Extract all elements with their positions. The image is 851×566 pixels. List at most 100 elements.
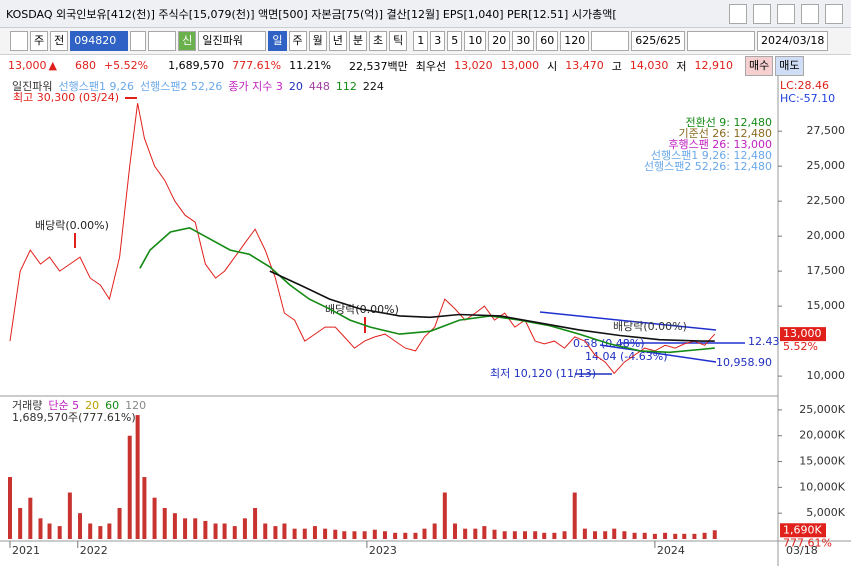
volume-bar: [673, 533, 678, 539]
last-tag: [780, 327, 826, 342]
volume-bar: [302, 528, 307, 539]
volume-bar: [78, 513, 83, 539]
icon-button[interactable]: [801, 3, 819, 24]
volume-bar: [67, 492, 72, 539]
volume-bar: [193, 518, 198, 539]
lc-label: LC:28.46: [780, 79, 829, 92]
volume-bar: [502, 531, 507, 539]
interval-button[interactable]: 1: [413, 31, 429, 51]
icon-group[interactable]: [686, 31, 755, 51]
y-tick-label: 15,000: [807, 299, 846, 312]
volume-bar: [57, 526, 62, 539]
volume-bar: [362, 531, 367, 539]
label: 고: [611, 59, 622, 73]
icon-button[interactable]: [10, 31, 28, 51]
x-tick-label: 2024: [657, 544, 685, 557]
icon-button[interactable]: [753, 3, 771, 24]
volume-bar: [652, 533, 657, 539]
price-line: [269, 270, 715, 342]
last-tag: [780, 523, 826, 538]
ask: 13,020: [454, 59, 493, 72]
change: 680: [74, 59, 96, 72]
buy-button[interactable]: 매수: [745, 55, 774, 76]
sell-button[interactable]: 매도: [775, 55, 804, 76]
y-tick-label: 25,000: [807, 159, 846, 172]
legend-item: 120: [125, 399, 146, 412]
period-button[interactable]: 년: [328, 31, 347, 51]
volume-bar: [135, 415, 140, 539]
period-button[interactable]: 주: [288, 31, 307, 51]
volume-bar: [263, 523, 268, 539]
volume: 1,689,570: [168, 59, 225, 72]
legend-item: 일진파워: [12, 79, 52, 93]
badge: 신: [178, 31, 197, 51]
icon-button[interactable]: [130, 31, 147, 51]
volume-bar: [523, 531, 528, 539]
change-pct: +5.52%: [103, 59, 149, 72]
price-line: [139, 226, 715, 354]
volume-bar: [88, 523, 93, 539]
volume-bar: [323, 528, 328, 539]
info-line: 선행스팬1 9,26: 12,480: [651, 149, 772, 162]
y-tick-label: 10,000K: [799, 480, 845, 493]
volume-bar: [162, 508, 167, 539]
volume-bar: [463, 528, 468, 539]
interval-button[interactable]: 10: [464, 31, 487, 51]
close-button[interactable]: [825, 3, 843, 24]
x-end-label: 03/18: [786, 544, 818, 557]
open: 13,470: [565, 59, 604, 72]
x-tick-label: 2022: [80, 544, 108, 557]
title-text: KOSDAQ 외국인보유[412(천)] 주식수[15,079(천)] 액면[5…: [6, 7, 617, 21]
input[interactable]: [591, 31, 630, 51]
interval-button[interactable]: 3: [430, 31, 446, 51]
period-button[interactable]: 틱: [389, 31, 408, 51]
period-button[interactable]: 월: [308, 31, 327, 51]
volume-bar: [682, 533, 687, 539]
volume-bar: [562, 531, 567, 539]
legend-item: 단순 5: [48, 399, 79, 412]
icon-button[interactable]: [729, 3, 747, 24]
volume-bar: [333, 529, 338, 539]
volume-bar: [403, 532, 408, 539]
date-input[interactable]: 2024/03/18: [756, 31, 829, 51]
volume-bar: [442, 492, 447, 539]
volume-bar: [572, 492, 577, 539]
volume-bar: [242, 518, 247, 539]
period-button[interactable]: 초: [369, 31, 388, 51]
bid: 13,000: [500, 59, 540, 72]
volume-bar: [273, 526, 278, 539]
period-button[interactable]: 일: [268, 31, 287, 51]
interval-button[interactable]: 60: [536, 31, 559, 51]
title-bar: KOSDAQ 외국인보유[412(천)] 주식수[15,079(천)] 액면[5…: [0, 0, 851, 28]
icon-button[interactable]: [148, 31, 177, 51]
volume-bar: [382, 531, 387, 539]
hc-label: HC:-57.10: [780, 92, 835, 105]
interval-button[interactable]: 20: [488, 31, 511, 51]
stock-name: 일진파워: [198, 31, 267, 51]
volume-bar: [413, 532, 418, 539]
code-input[interactable]: 094820: [70, 31, 129, 51]
count: 625/625: [631, 31, 685, 51]
interval-button[interactable]: 120: [560, 31, 590, 51]
volume-bar: [612, 528, 617, 539]
market-select[interactable]: 주: [30, 31, 49, 51]
last-pct: 5.52%: [783, 340, 818, 353]
annotation: 14.04 (-4.63%): [585, 350, 667, 363]
interval-button[interactable]: 5: [447, 31, 463, 51]
volume-bar: [482, 526, 487, 539]
volume-bar: [393, 532, 398, 539]
icon-button[interactable]: [777, 3, 795, 24]
interval-button[interactable]: 30: [512, 31, 535, 51]
volume-bar: [473, 528, 478, 539]
label: 시: [547, 59, 558, 73]
volume-bar: [18, 508, 23, 539]
period-button[interactable]: 분: [348, 31, 367, 51]
volume-bar: [422, 528, 427, 539]
high: 14,030: [629, 59, 669, 72]
volume-bar: [292, 528, 297, 539]
volume-bar: [702, 532, 707, 539]
prev-button[interactable]: 전: [50, 31, 69, 51]
